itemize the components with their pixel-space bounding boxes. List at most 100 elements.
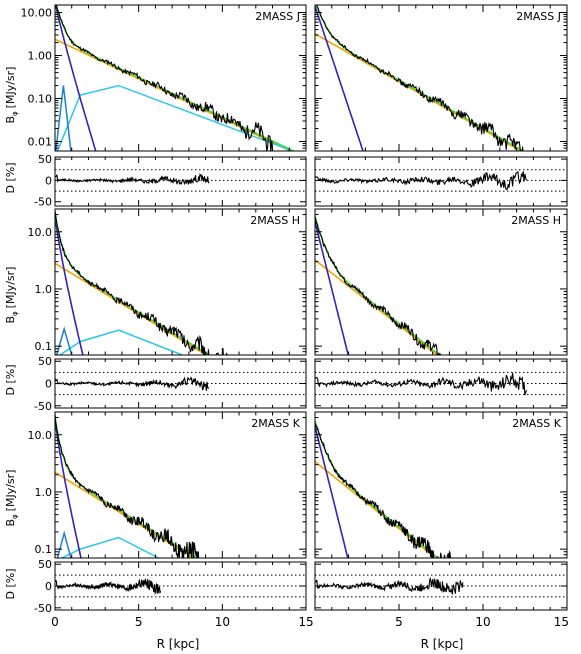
total-model-line <box>55 210 211 355</box>
residual-y-tick-label: 0 <box>45 378 52 391</box>
bulge-component-line <box>55 214 84 355</box>
observed-profile-line <box>315 216 441 355</box>
panel-right-1: 2MASS H <box>314 208 568 356</box>
disk-component-line <box>55 38 293 151</box>
band-label: 2MASS K <box>251 417 300 430</box>
panel-right-0: 2MASS J <box>314 4 568 152</box>
residual-y-tick-label: 50 <box>38 153 52 166</box>
ylabel-resid-row0: D [%] <box>4 162 17 193</box>
ring2-component-line <box>56 84 293 151</box>
total-model-line <box>315 5 525 151</box>
panel-right-2: 2MASS K <box>314 411 568 559</box>
residual-line <box>55 172 210 185</box>
residual-y-tick-label: 0 <box>45 174 52 187</box>
ring1-component-line <box>55 326 73 355</box>
y-tick-label: 1.00 <box>28 50 53 63</box>
residual-frame <box>314 156 568 207</box>
disk-component-line <box>55 471 195 558</box>
residual-panel-left-1: 50 0 -50 <box>34 355 307 413</box>
observed-profile-line <box>315 422 455 558</box>
residual-panel-right-2: 5 10 15 <box>314 561 569 629</box>
residual-panel-left-0: 50 0 -50 <box>34 153 307 209</box>
residual-line <box>55 376 210 391</box>
total-model-line <box>315 216 441 355</box>
residual-line <box>315 372 528 396</box>
band-label: 2MASS H <box>511 214 561 227</box>
observed-profile-line <box>55 5 274 151</box>
residual-y-tick-label: -50 <box>34 602 52 615</box>
panel-frame <box>54 4 307 152</box>
residual-frame <box>54 156 307 207</box>
residual-y-tick-label: -50 <box>34 400 52 413</box>
residual-line <box>315 576 464 595</box>
band-label: 2MASS K <box>512 417 561 430</box>
bulge-component-line <box>315 221 350 355</box>
xlabel-right: R [kpc] <box>421 637 464 651</box>
disk-component-line <box>315 259 439 355</box>
y-tick-label: 1.0 <box>35 486 53 499</box>
ylabel-row0: Bφ[MJy/sr] <box>4 67 19 124</box>
panel-frame <box>314 208 568 356</box>
ring2-component-line <box>61 536 160 558</box>
panel-left-0: 2MASS J 10.00 1.00 0.10 0.01 <box>21 4 307 152</box>
ylabel-row2: Bφ[MJy/sr] <box>4 470 19 527</box>
x-tick-label: 0 <box>51 615 59 629</box>
plot-area <box>55 5 296 151</box>
panel-frame <box>314 4 568 152</box>
plot-area <box>315 420 455 558</box>
total-model-line <box>55 5 296 151</box>
residual-y-tick-label: 0 <box>45 580 52 593</box>
x-tick-label: 15 <box>298 615 313 629</box>
y-tick-label: 0.10 <box>28 93 53 106</box>
residual-y-tick-label: 50 <box>38 558 52 571</box>
plot-area <box>315 216 441 355</box>
ring1-component-line <box>55 85 72 151</box>
observed-profile-line <box>316 5 524 151</box>
residual-plot-area <box>315 169 567 192</box>
y-tick-label: 10.0 <box>28 429 53 442</box>
panel-frame <box>54 208 307 356</box>
disk-component-line <box>55 262 208 355</box>
y-tick-label: 10.00 <box>21 7 53 20</box>
bulge-component-line <box>315 6 364 151</box>
bulge-component-line <box>315 426 349 558</box>
observed-profile-line <box>55 211 228 355</box>
residual-line <box>315 170 528 191</box>
residual-y-tick-label: -50 <box>34 196 52 209</box>
panel-left-2: 2MASS K 10.0 1.0 0.1 <box>28 411 307 559</box>
y-tick-label: 0.1 <box>35 340 53 353</box>
panel-frame <box>54 411 307 559</box>
y-tick-label: 10.0 <box>28 226 53 239</box>
residual-plot-area <box>315 574 567 598</box>
x-tick-label: 10 <box>475 615 490 629</box>
residual-panel-right-0 <box>314 156 568 207</box>
total-model-line <box>315 420 440 558</box>
observed-profile-line <box>55 414 201 558</box>
panel-frame <box>314 411 568 559</box>
x-tick-label: 5 <box>395 615 403 629</box>
y-tick-label: 1.0 <box>35 283 53 296</box>
band-label: 2MASS J <box>255 10 300 23</box>
panel-left-1: 2MASS H 10.0 1.0 0.1 <box>28 208 307 356</box>
x-tick-label: 10 <box>215 615 230 629</box>
x-tick-label: 15 <box>554 615 569 629</box>
residual-y-tick-label: 50 <box>38 355 52 368</box>
x-tick-label: 5 <box>135 615 143 629</box>
ylabel-resid-row1: D [%] <box>4 364 17 395</box>
plot-area <box>55 210 228 355</box>
xlabel-left: R [kpc] <box>157 637 200 651</box>
ylabel-resid-row2: D [%] <box>4 568 17 599</box>
residual-panel-left-2: 500-500 5 10 15 <box>34 558 314 629</box>
y-tick-label: 0.01 <box>28 135 53 148</box>
residual-plot-area <box>315 371 567 396</box>
band-label: 2MASS H <box>250 214 300 227</box>
residual-plot-area <box>55 574 306 598</box>
plot-area <box>315 5 525 151</box>
ylabel-row1: Bφ[MJy/sr] <box>4 267 19 324</box>
band-label: 2MASS J <box>516 10 561 23</box>
residual-plot-area <box>55 169 306 192</box>
residual-panel-right-1 <box>314 358 568 409</box>
residual-plot-area <box>55 371 306 396</box>
ring1-component-line <box>56 530 72 558</box>
